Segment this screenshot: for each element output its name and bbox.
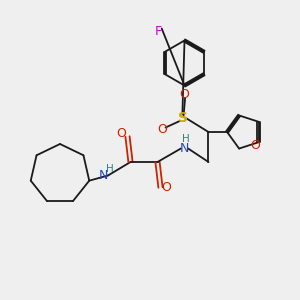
Text: H: H xyxy=(106,164,114,174)
Text: O: O xyxy=(157,122,167,136)
Text: O: O xyxy=(117,127,126,140)
Text: N: N xyxy=(99,169,108,182)
Text: S: S xyxy=(178,112,188,125)
Text: N: N xyxy=(180,142,189,155)
Text: F: F xyxy=(154,25,162,38)
Text: O: O xyxy=(250,139,260,152)
Text: O: O xyxy=(162,181,171,194)
Text: O: O xyxy=(180,88,189,101)
Text: H: H xyxy=(182,134,190,145)
